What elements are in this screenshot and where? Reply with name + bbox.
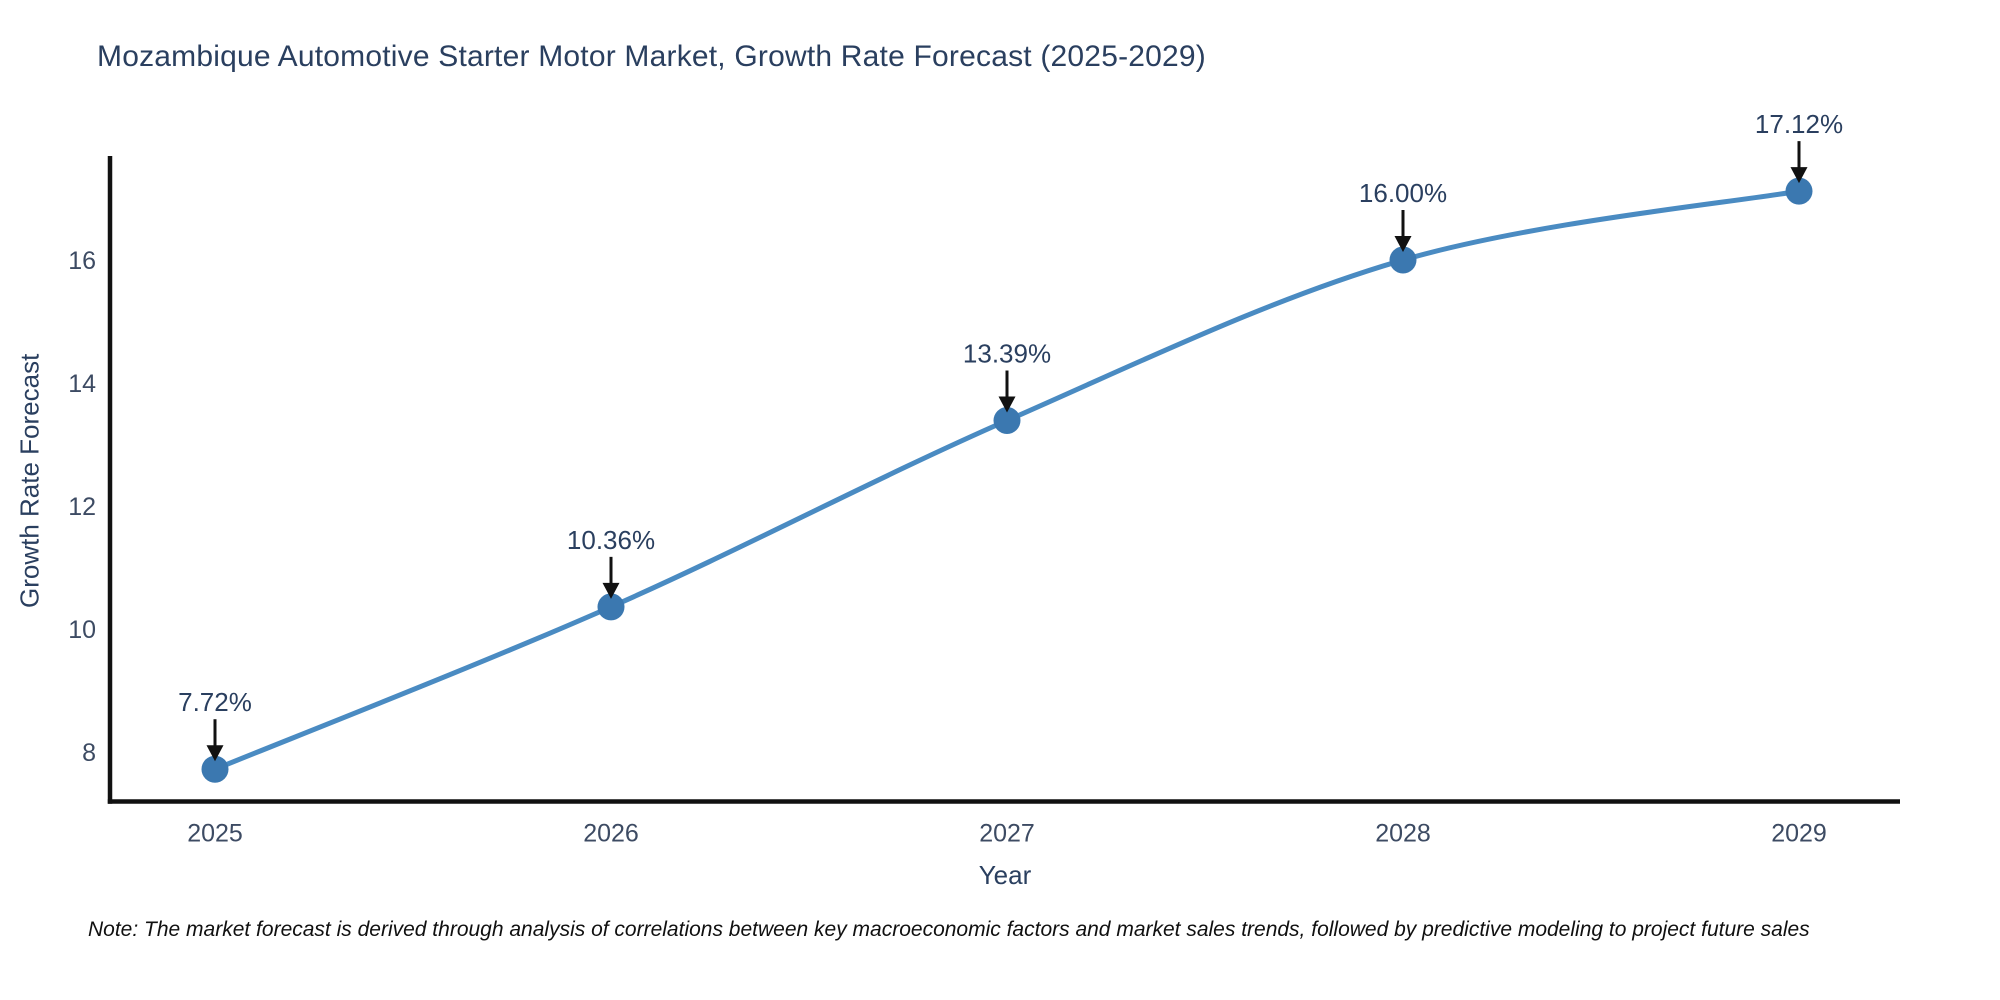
x-tick-label: 2028 [1375,820,1431,848]
annotation-arrow-head [1790,167,1808,184]
footnote: Note: The market forecast is derived thr… [88,918,1810,941]
chart-title: Mozambique Automotive Starter Motor Mark… [97,40,1206,73]
data-point-label: 7.72% [178,687,252,717]
y-tick-label: 10 [68,616,96,644]
forecast-line [214,188,1800,772]
data-point-marker [1389,246,1417,274]
data-point-label: 17.12% [1755,109,1843,139]
data-point-marker [1785,177,1813,205]
data-point-label: 13.39% [963,339,1051,369]
annotation-arrow-head [206,745,224,762]
x-tick-label: 2025 [187,820,243,848]
x-axis-title: Year [978,860,1032,890]
data-point-label: 10.36% [567,525,655,555]
annotation-arrow-head [602,582,620,599]
annotation-arrow-head [998,396,1016,413]
annotation-arrow-head [1394,236,1412,252]
x-tick-label: 2029 [1771,820,1827,848]
y-tick-label: 8 [82,739,96,767]
y-tick-label: 14 [68,370,96,398]
data-point-marker [597,593,625,621]
x-tick-label: 2026 [583,820,639,848]
y-tick-label: 16 [68,247,96,275]
data-point-marker [993,407,1021,435]
y-tick-label: 12 [68,493,96,521]
x-tick-label: 2027 [979,820,1035,848]
data-point-label: 16.00% [1359,178,1447,208]
data-point-marker [201,755,229,783]
